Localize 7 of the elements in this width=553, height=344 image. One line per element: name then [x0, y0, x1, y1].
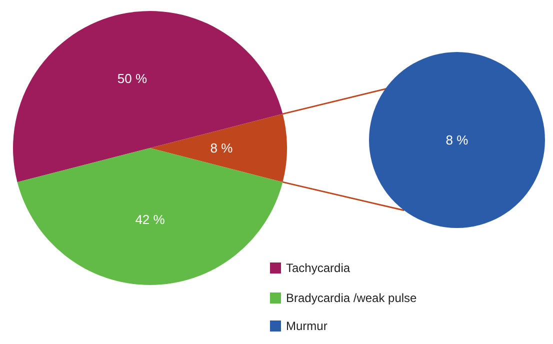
- data-label: 42 %: [135, 212, 166, 227]
- legend-label: Tachycardia: [286, 261, 350, 275]
- legend-label: Bradycardia /weak pulse: [286, 291, 418, 305]
- data-label: 8 %: [210, 140, 234, 156]
- data-label: 50 %: [117, 71, 148, 86]
- data-label: 8 %: [446, 132, 469, 148]
- legend-label: Murmur: [286, 319, 328, 333]
